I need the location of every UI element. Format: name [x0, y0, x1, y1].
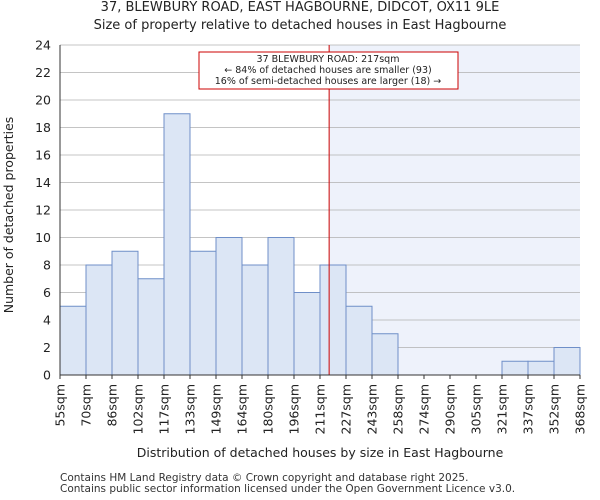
x-tick-label: 227sqm — [339, 384, 354, 434]
histogram-bar — [85, 264, 113, 376]
x-tick-label: 274sqm — [417, 384, 432, 434]
histogram-bar — [345, 305, 373, 376]
footer-copyright: Contains HM Land Registry data © Crown c… — [60, 472, 469, 484]
x-tick-label: 164sqm — [235, 384, 250, 434]
x-tick-label: 243sqm — [365, 384, 380, 434]
chart-title: 37, BLEWBURY ROAD, EAST HAGBOURNE, DIDCO… — [100, 0, 500, 15]
x-tick-label: 117sqm — [157, 384, 172, 434]
annotation-box — [198, 51, 459, 90]
histogram-bar — [215, 237, 243, 376]
annotation-line-2: ← 84% of detached houses are smaller (93… — [224, 65, 431, 76]
histogram-bar — [553, 347, 581, 376]
x-tick-label: 70sqm — [79, 384, 94, 427]
histogram-bar — [163, 113, 191, 376]
histogram-bar — [501, 360, 529, 376]
y-tick-label: 22 — [35, 65, 51, 80]
histogram-bar — [189, 250, 217, 376]
y-tick-label: 0 — [43, 368, 51, 383]
x-tick-label: 211sqm — [313, 384, 328, 434]
x-tick-label: 305sqm — [469, 384, 484, 434]
histogram-bar — [111, 250, 139, 376]
histogram-bar — [267, 237, 295, 376]
y-tick-label: 12 — [35, 203, 51, 218]
annotation-line-1: 37 BLEWBURY ROAD: 217sqm — [257, 54, 400, 65]
y-tick-label: 6 — [43, 285, 51, 300]
histogram-bar — [241, 264, 269, 376]
histogram-bar — [371, 333, 399, 376]
y-tick-label: 14 — [35, 175, 51, 190]
x-tick-label: 368sqm — [573, 384, 588, 434]
histogram-bar — [59, 305, 87, 376]
annotation-line-3: 16% of semi-detached houses are larger (… — [215, 76, 442, 87]
x-tick-label: 337sqm — [521, 384, 536, 434]
x-tick-label: 196sqm — [287, 384, 302, 434]
property-annotation: 37 BLEWBURY ROAD: 217sqm ← 84% of detach… — [198, 51, 459, 90]
y-tick-label: 10 — [35, 230, 51, 245]
y-axis-label: Number of detached properties — [1, 117, 16, 314]
x-tick-label: 321sqm — [495, 384, 510, 434]
x-tick-label: 290sqm — [443, 384, 458, 434]
y-tick-label: 16 — [35, 148, 51, 163]
y-tick-label: 8 — [43, 258, 51, 273]
footer-licence: Contains public sector information licen… — [60, 483, 516, 495]
y-tick-label: 18 — [35, 120, 51, 135]
histogram-bar — [293, 292, 321, 376]
x-tick-label: 258sqm — [391, 384, 406, 434]
chart-subtitle: Size of property relative to detached ho… — [93, 18, 507, 33]
y-tick-label: 20 — [35, 93, 51, 108]
x-tick-label: 352sqm — [547, 384, 562, 434]
y-tick-label: 2 — [43, 340, 51, 355]
x-tick-label: 86sqm — [105, 384, 120, 427]
histogram-bar — [319, 264, 347, 376]
x-tick-label: 55sqm — [53, 384, 68, 427]
y-tick-label: 4 — [43, 313, 51, 328]
x-tick-label: 133sqm — [183, 384, 198, 434]
histogram-bar — [527, 360, 555, 376]
x-tick-label: 180sqm — [261, 384, 276, 434]
x-tick-label: 102sqm — [131, 384, 146, 434]
y-tick-label: 24 — [35, 38, 51, 53]
histogram-bar — [137, 278, 165, 376]
x-axis-label: Distribution of detached houses by size … — [137, 445, 504, 460]
x-tick-label: 149sqm — [209, 384, 224, 434]
